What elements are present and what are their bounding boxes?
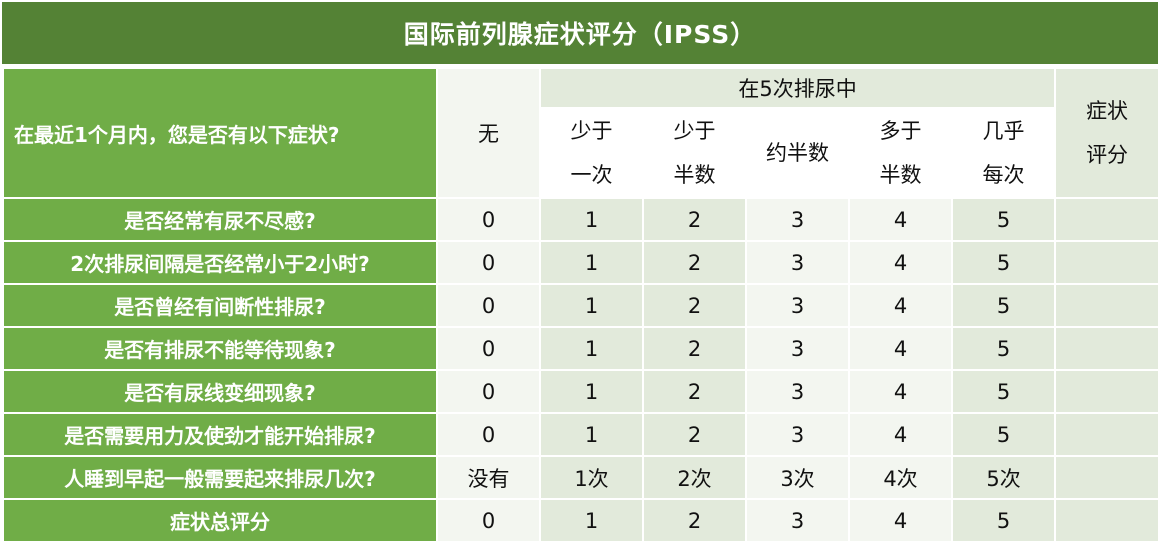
score-option-cell: 1 bbox=[539, 326, 644, 371]
symptom-score-cell bbox=[1054, 498, 1160, 543]
score-option-cell: 1 bbox=[539, 369, 644, 414]
question-cell: 是否有排尿不能等待现象? bbox=[2, 326, 438, 371]
score-option-cell: 没有 bbox=[436, 455, 541, 500]
score-option-cell: 0 bbox=[436, 326, 541, 371]
question-cell: 2次排尿间隔是否经常小于2小时? bbox=[2, 240, 438, 285]
score-option-cell: 2次 bbox=[642, 455, 747, 500]
table-row: 是否曾经有间断性排尿? 0 1 2 3 4 5 bbox=[2, 283, 1160, 328]
table-row: 是否经常有尿不尽感? 0 1 2 3 4 5 bbox=[2, 197, 1160, 242]
symptom-score-cell bbox=[1054, 412, 1160, 457]
question-cell: 是否有尿线变细现象? bbox=[2, 369, 438, 414]
score-option-cell: 4 bbox=[848, 326, 953, 371]
score-option-cell: 3 bbox=[745, 240, 850, 285]
question-cell: 是否需要用力及使劲才能开始排尿? bbox=[2, 412, 438, 457]
sub-column-header: 少于 一次 bbox=[539, 107, 644, 199]
score-option-cell: 1 bbox=[539, 240, 644, 285]
sub-column-header: 几乎 每次 bbox=[950, 107, 1057, 199]
score-option-cell: 2 bbox=[642, 498, 747, 543]
score-option-cell: 4 bbox=[848, 369, 953, 414]
score-option-cell: 5 bbox=[950, 197, 1057, 242]
score-option-cell: 5 bbox=[950, 326, 1057, 371]
score-option-cell: 5 bbox=[950, 498, 1057, 543]
score-option-cell: 2 bbox=[642, 240, 747, 285]
score-option-cell: 1 bbox=[539, 412, 644, 457]
score-option-cell: 3 bbox=[745, 369, 850, 414]
question-cell: 人睡到早起一般需要起来排尿几次? bbox=[2, 455, 438, 500]
score-option-cell: 5次 bbox=[950, 455, 1057, 500]
ipss-table: 在最近1个月内，您是否有以下症状? 无 在5次排尿中 症状 评分 少于 一次 少… bbox=[2, 67, 1160, 543]
score-option-cell: 5 bbox=[950, 369, 1057, 414]
symptom-score-cell bbox=[1054, 283, 1160, 328]
table-row: 人睡到早起一般需要起来排尿几次? 没有 1次 2次 3次 4次 5次 bbox=[2, 455, 1160, 500]
table-row: 症状总评分 0 1 2 3 4 5 bbox=[2, 498, 1160, 543]
score-option-cell: 3 bbox=[745, 326, 850, 371]
score-option-cell: 1 bbox=[539, 197, 644, 242]
score-option-cell: 5 bbox=[950, 283, 1057, 328]
score-option-cell: 4 bbox=[848, 283, 953, 328]
score-option-cell: 3 bbox=[745, 283, 850, 328]
score-option-cell: 2 bbox=[642, 326, 747, 371]
symptom-score-cell bbox=[1054, 326, 1160, 371]
symptom-score-cell bbox=[1054, 455, 1160, 500]
frequency-group-header: 在5次排尿中 bbox=[538, 67, 1057, 109]
sub-column-header: 约半数 bbox=[745, 107, 850, 199]
score-option-cell: 2 bbox=[642, 283, 747, 328]
question-cell: 是否经常有尿不尽感? bbox=[2, 197, 438, 242]
symptom-score-cell bbox=[1054, 197, 1160, 242]
symptom-score-cell bbox=[1054, 240, 1160, 285]
question-cell: 是否曾经有间断性排尿? bbox=[2, 283, 438, 328]
question-column-header: 在最近1个月内，您是否有以下症状? bbox=[2, 67, 438, 199]
table-row: 是否有排尿不能等待现象? 0 1 2 3 4 5 bbox=[2, 326, 1160, 371]
score-option-cell: 5 bbox=[950, 240, 1057, 285]
score-option-cell: 0 bbox=[436, 412, 541, 457]
table-row: 是否有尿线变细现象? 0 1 2 3 4 5 bbox=[2, 369, 1160, 414]
table-title: 国际前列腺症状评分（IPSS） bbox=[2, 2, 1158, 67]
symptom-score-cell bbox=[1054, 369, 1160, 414]
score-option-cell: 4 bbox=[848, 197, 953, 242]
score-option-cell: 0 bbox=[436, 197, 541, 242]
score-option-cell: 4 bbox=[848, 498, 953, 543]
score-option-cell: 3 bbox=[745, 412, 850, 457]
score-option-cell: 5 bbox=[950, 412, 1057, 457]
score-option-cell: 1次 bbox=[539, 455, 644, 500]
score-option-cell: 1 bbox=[539, 498, 644, 543]
table-body: 是否经常有尿不尽感? 0 1 2 3 4 5 2次排尿间隔是否经常小于2小时? 0 1 2 3 4 5 是否… bbox=[2, 197, 1160, 543]
question-cell: 症状总评分 bbox=[2, 498, 438, 543]
score-option-cell: 3次 bbox=[745, 455, 850, 500]
score-option-cell: 4 bbox=[848, 412, 953, 457]
score-option-cell: 4次 bbox=[848, 455, 953, 500]
score-option-cell: 3 bbox=[745, 197, 850, 242]
score-option-cell: 1 bbox=[539, 283, 644, 328]
none-column-header: 无 bbox=[436, 67, 541, 199]
score-option-cell: 2 bbox=[642, 197, 747, 242]
score-option-cell: 0 bbox=[436, 498, 541, 543]
score-option-cell: 4 bbox=[848, 240, 953, 285]
score-option-cell: 0 bbox=[436, 369, 541, 414]
table-row: 是否需要用力及使劲才能开始排尿? 0 1 2 3 4 5 bbox=[2, 412, 1160, 457]
score-option-cell: 0 bbox=[436, 240, 541, 285]
sub-column-header: 多于 半数 bbox=[848, 107, 953, 199]
sub-column-header: 少于 半数 bbox=[642, 107, 747, 199]
score-option-cell: 2 bbox=[642, 369, 747, 414]
score-column-header: 症状 评分 bbox=[1054, 67, 1160, 199]
score-option-cell: 2 bbox=[642, 412, 747, 457]
table-row: 2次排尿间隔是否经常小于2小时? 0 1 2 3 4 5 bbox=[2, 240, 1160, 285]
score-option-cell: 3 bbox=[745, 498, 850, 543]
score-option-cell: 0 bbox=[436, 283, 541, 328]
